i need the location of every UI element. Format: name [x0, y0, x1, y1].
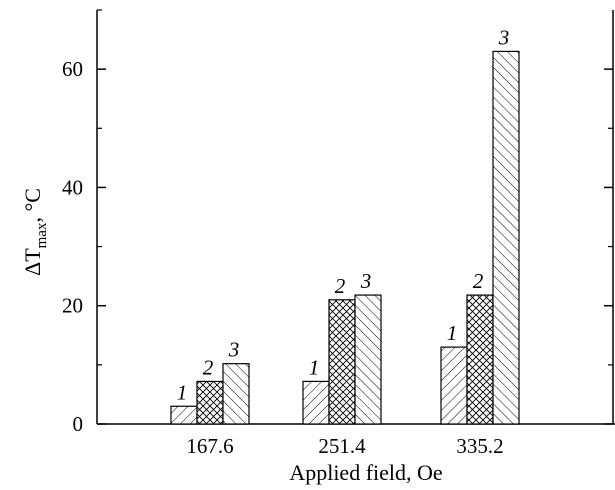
bar	[441, 347, 467, 424]
y-tick-label: 60	[62, 57, 83, 81]
y-tick-label: 0	[73, 412, 84, 436]
bar-series-label: 3	[228, 338, 240, 362]
bar-series-label: 3	[498, 25, 510, 49]
bar-series-label: 1	[309, 355, 320, 379]
bar	[329, 300, 355, 424]
bar-series-label: 3	[360, 269, 372, 293]
y-tick-label: 40	[62, 175, 83, 199]
y-axis-title: ΔTmax, °C	[20, 188, 50, 276]
bars	[171, 51, 519, 424]
bar	[303, 381, 329, 424]
x-axis-title: Applied field, Oe	[289, 460, 442, 485]
bar	[171, 406, 197, 424]
y-axis-title-main: ΔT	[20, 248, 45, 276]
x-tick-label: 251.4	[318, 434, 366, 458]
y-axis-title-subscript: max	[34, 222, 50, 248]
bar-series-label: 1	[447, 321, 458, 345]
bar	[197, 381, 223, 424]
bar-series-label: 2	[335, 274, 346, 298]
bar	[493, 51, 519, 424]
bar-series-label: 2	[473, 269, 484, 293]
x-tick-label: 335.2	[456, 434, 503, 458]
bar	[355, 295, 381, 424]
bar-series-label: 2	[203, 355, 214, 379]
bar	[467, 295, 493, 424]
x-tick-label: 167.6	[186, 434, 233, 458]
y-tick-label: 20	[62, 294, 83, 318]
bar-series-label: 1	[177, 380, 188, 404]
bar	[223, 364, 249, 424]
y-axis-title-suffix: , °C	[20, 188, 45, 222]
